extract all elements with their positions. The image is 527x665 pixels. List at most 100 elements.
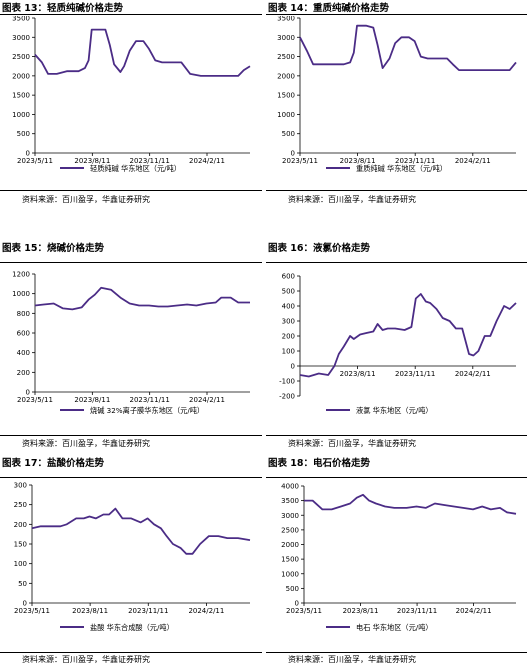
- y-tick-label: -100: [279, 378, 295, 386]
- x-tick-label: 2023/8/11: [340, 370, 376, 378]
- y-tick-label: 1000: [12, 290, 30, 298]
- x-tick-label: 2023/11/11: [129, 396, 169, 404]
- source-rule: [266, 652, 527, 653]
- x-tick-label: 2023/5/11: [17, 157, 53, 165]
- x-tick-label: 2024/2/11: [189, 396, 225, 404]
- y-tick-label: 150: [14, 541, 27, 549]
- legend-label: 液氯 华东地区（元/吨）: [356, 406, 433, 415]
- source-note: 资料来源：百川盈孚，华鑫证券研究: [288, 655, 416, 664]
- series-line: [34, 286, 250, 311]
- y-tick-label: 2500: [12, 53, 30, 61]
- x-tick-label: 2023/11/11: [129, 157, 169, 165]
- y-tick-label: 400: [17, 349, 30, 357]
- title-rule: [266, 477, 527, 478]
- light-soda-ash-chart: 0 500 1000 1500 2000 2500 3000 3500 2023/5/11 202…: [12, 16, 251, 173]
- y-tick-label: 3500: [12, 16, 30, 23]
- y-tick-label: 0: [26, 150, 30, 158]
- y-tick-label: 0: [26, 389, 30, 397]
- panel-liquid-chlorine: 图表 16：液氯价格走势 -200 -100 0 100 200 300 400 500 600…: [266, 240, 527, 452]
- y-tick-label: 0: [291, 363, 295, 371]
- y-tick-label: 300: [282, 318, 295, 326]
- source-note: 资料来源：百川盈孚，华鑫证券研究: [22, 439, 150, 448]
- y-tick-label: 400: [282, 303, 295, 311]
- y-tick-label: 100: [14, 560, 27, 568]
- caustic-soda-chart: 0 200 400 600 800 1000 1200 2023/5/11 2023/8/11 2…: [12, 271, 250, 415]
- x-tick-label: 2023/8/11: [74, 396, 110, 404]
- chart-title: 图表 18：电石价格走势: [268, 458, 371, 469]
- y-tick-label: 600: [17, 330, 30, 338]
- y-tick-label: 3000: [281, 512, 299, 520]
- x-tick-label: 2023/5/11: [14, 607, 50, 615]
- y-tick-label: 3500: [277, 16, 295, 23]
- y-tick-label: 1000: [277, 111, 295, 119]
- y-tick-label: 500: [286, 585, 299, 593]
- y-tick-label: 1200: [12, 271, 30, 279]
- y-tick-label: 200: [17, 369, 30, 377]
- y-tick-label: 3000: [12, 34, 30, 42]
- y-tick-label: 2000: [12, 72, 30, 80]
- panel-light-soda-ash: 图表 13：轻质纯碱价格走势 0 500 1000 1500 2000 2500 3000 3…: [0, 0, 262, 212]
- hydrochloric-acid-chart: 0 50 100 150 200 250 300 2023/5/11 2023/8/11 2023…: [14, 482, 251, 632]
- legend-label: 电石 华东地区（元/吨）: [356, 623, 433, 632]
- liquid-chlorine-chart: -200 -100 0 100 200 300 400 500 600 2023/8/11 2023…: [279, 273, 517, 415]
- y-tick-label: 800: [17, 310, 30, 318]
- title-rule: [266, 14, 527, 15]
- y-tick-label: 1000: [281, 570, 299, 578]
- calcium-carbide-chart: 0 500 1000 1500 2000 2500 3000 3500 4000 2023/5/1…: [281, 483, 517, 632]
- y-tick-label: 500: [282, 288, 295, 296]
- legend-label: 盐酸 华东合成酸（元/吨）: [90, 623, 174, 632]
- source-note: 资料来源：百川盈孚，华鑫证券研究: [22, 195, 150, 204]
- x-tick-label: 2023/8/11: [72, 607, 108, 615]
- title-rule: [266, 262, 527, 263]
- x-tick-label: 2023/5/11: [17, 396, 53, 404]
- source-note: 资料来源：百川盈孚，华鑫证券研究: [288, 439, 416, 448]
- x-tick-label: 2023/11/11: [395, 370, 435, 378]
- title-rule: [0, 477, 262, 478]
- panel-caustic-soda: 图表 15：烧碱价格走势 0 200 400 600 800 1000 1200 2023/5…: [0, 240, 262, 452]
- y-tick-label: 3000: [277, 34, 295, 42]
- x-tick-label: 2024/2/11: [455, 157, 491, 165]
- chart-title: 图表 17：盐酸价格走势: [2, 458, 105, 469]
- x-tick-label: 2023/11/11: [395, 157, 435, 165]
- y-tick-label: 3500: [281, 497, 299, 505]
- source-rule: [266, 435, 527, 436]
- x-tick-label: 2023/8/11: [340, 157, 376, 165]
- x-tick-label: 2024/2/11: [455, 370, 491, 378]
- y-tick-label: 100: [282, 348, 295, 356]
- source-note: 资料来源：百川盈孚，华鑫证券研究: [22, 655, 150, 664]
- y-tick-label: 200: [282, 333, 295, 341]
- dense-soda-ash-chart: 0 500 1000 1500 2000 2500 3000 3500 2023/5/11 202…: [277, 16, 517, 173]
- source-rule: [0, 435, 262, 436]
- series-line: [34, 28, 251, 77]
- y-tick-label: 50: [18, 580, 27, 588]
- y-tick-label: 2500: [277, 53, 295, 61]
- y-tick-label: 2000: [281, 541, 299, 549]
- title-rule: [0, 14, 262, 15]
- y-tick-label: 0: [23, 600, 27, 608]
- y-tick-label: 1500: [277, 92, 295, 100]
- y-tick-label: 1500: [281, 556, 299, 564]
- y-tick-label: 300: [14, 482, 27, 490]
- legend-label: 烧碱 32%离子膜华东地区（元/吨）: [90, 406, 204, 415]
- x-tick-label: 2023/8/11: [74, 157, 110, 165]
- chart-title: 图表 15：烧碱价格走势: [2, 243, 105, 254]
- x-tick-label: 2023/8/11: [343, 607, 379, 615]
- y-tick-label: 0: [295, 600, 299, 608]
- panel-hydrochloric-acid: 图表 17：盐酸价格走势 0 50 100 150 200 250 300 2023/5/11…: [0, 455, 262, 664]
- panel-calcium-carbide: 图表 18：电石价格走势 0 500 1000 1500 2000 2500 3000 350…: [266, 455, 527, 664]
- legend-label: 轻质纯碱 华东地区（元/吨）: [90, 164, 181, 173]
- x-tick-label: 2024/2/11: [189, 157, 225, 165]
- y-tick-label: 4000: [281, 483, 299, 491]
- y-tick-label: 2000: [277, 72, 295, 80]
- y-tick-label: 2500: [281, 526, 299, 534]
- y-tick-label: 200: [14, 521, 27, 529]
- x-tick-label: 2023/11/11: [397, 607, 437, 615]
- x-tick-label: 2024/2/11: [456, 607, 492, 615]
- chart-title: 图表 13：轻质纯碱价格走势: [2, 3, 124, 14]
- series-line: [299, 24, 517, 71]
- chart-title: 图表 16：液氯价格走势: [268, 243, 371, 254]
- y-tick-label: 0: [291, 150, 295, 158]
- y-tick-label: 500: [17, 130, 30, 138]
- source-note: 资料来源：百川盈孚，华鑫证券研究: [288, 195, 416, 204]
- source-rule: [0, 652, 262, 653]
